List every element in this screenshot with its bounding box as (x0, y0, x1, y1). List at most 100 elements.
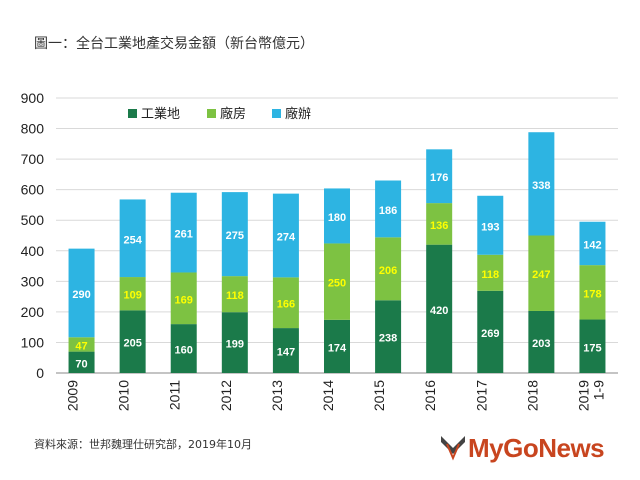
bar-segment (477, 254, 504, 291)
data-label: 254 (123, 234, 142, 246)
bar-segment (528, 132, 555, 236)
data-label: 290 (72, 289, 90, 301)
data-label: 250 (328, 278, 346, 290)
data-label: 178 (583, 288, 601, 300)
x-tick-label: 2010 (116, 380, 132, 411)
bar-segment (426, 203, 453, 245)
bar-segment (528, 235, 555, 311)
bar-segment (272, 328, 299, 373)
data-label: 169 (175, 294, 193, 306)
bar-segment (68, 337, 95, 352)
data-label: 176 (430, 172, 448, 184)
bar-segment (579, 265, 606, 320)
bar-segment (119, 310, 146, 373)
bar-segment (221, 276, 248, 313)
bar-segment (324, 188, 350, 244)
logo-mark-icon (441, 436, 465, 461)
bar-segment (221, 192, 248, 277)
data-label: 186 (379, 205, 397, 217)
data-label: 136 (430, 220, 448, 232)
data-label: 109 (123, 290, 141, 302)
bar-segment (272, 193, 299, 278)
data-label: 147 (277, 347, 295, 359)
bar-segment (68, 351, 95, 373)
legend-swatch (128, 109, 137, 118)
data-label: 199 (226, 339, 244, 351)
data-label: 166 (277, 299, 295, 311)
bar-segment (119, 199, 146, 278)
y-tick-label: 600 (21, 182, 45, 198)
bar-segment (375, 180, 402, 238)
legend-label: 廠房 (220, 106, 246, 122)
x-tick-label: 1-9 (590, 380, 606, 400)
data-label: 274 (277, 232, 296, 244)
source-note: 資料來源：世邦魏理仕研究部，2019年10月 (34, 438, 252, 451)
y-tick-label: 700 (21, 151, 45, 167)
bar-segment (170, 324, 197, 373)
y-tick-label: 300 (21, 273, 45, 289)
bar-segment (272, 277, 299, 329)
bar-segment (579, 221, 606, 266)
data-label: 269 (481, 328, 499, 340)
y-tick-label: 100 (21, 334, 45, 350)
mygonews-logo: MyGoNews (438, 430, 605, 466)
data-label: 118 (481, 269, 499, 281)
x-tick-label: 2011 (167, 380, 183, 410)
bar-segment (477, 290, 504, 373)
data-label: 275 (226, 230, 244, 242)
data-label: 142 (583, 239, 601, 251)
bar-segment (375, 237, 402, 301)
x-tick-label: 2009 (65, 380, 81, 411)
bar-segment (324, 243, 350, 320)
bar-segment (68, 248, 95, 338)
y-tick-label: 900 (21, 90, 45, 106)
bar-segment (579, 319, 606, 373)
bar-segment (221, 312, 248, 373)
bar-segment (375, 300, 402, 373)
data-label: 238 (379, 333, 397, 345)
x-tick-label: 2019 (575, 380, 591, 411)
logo-text: MyGoNews (468, 432, 605, 463)
x-tick-label: 2015 (371, 380, 387, 411)
x-tick-label: 2013 (269, 380, 285, 411)
legend-swatch (272, 109, 281, 118)
data-label: 118 (226, 290, 244, 302)
data-label: 160 (175, 345, 193, 357)
data-label: 47 (75, 340, 87, 352)
legend-label: 工業地 (141, 106, 180, 122)
x-tick-label: 2016 (422, 380, 438, 411)
data-label: 205 (123, 338, 141, 350)
y-tick-label: 800 (21, 121, 45, 137)
bar-segment (324, 319, 350, 373)
bar-segment (170, 192, 197, 273)
data-label: 70 (75, 358, 87, 370)
y-tick-label: 0 (36, 365, 44, 381)
legend-label: 廠辦 (285, 106, 311, 122)
data-label: 247 (532, 269, 550, 281)
data-label: 338 (532, 180, 550, 192)
y-tick-label: 200 (21, 304, 45, 320)
bar-segment (528, 310, 555, 373)
data-label: 174 (328, 342, 347, 354)
data-label: 206 (379, 265, 397, 277)
data-label: 180 (328, 212, 346, 224)
bar-segment (477, 195, 504, 255)
x-tick-label: 2018 (524, 380, 540, 411)
bar-segment (119, 277, 146, 311)
y-tick-label: 400 (21, 243, 45, 259)
data-label: 175 (583, 342, 601, 354)
y-tick-label: 500 (21, 212, 45, 228)
bar-segment (170, 272, 197, 325)
legend-swatch (207, 109, 216, 118)
bar-segment (426, 244, 453, 373)
data-label: 420 (430, 305, 448, 317)
x-tick-label: 2012 (218, 380, 234, 411)
bar-segment (426, 149, 453, 204)
data-label: 203 (532, 338, 550, 350)
chart-title: 圖一：全台工業地產交易金額（新台幣億元） (34, 36, 314, 52)
x-tick-label: 2014 (320, 380, 336, 411)
data-label: 261 (175, 229, 193, 241)
x-tick-label: 2017 (473, 380, 489, 411)
